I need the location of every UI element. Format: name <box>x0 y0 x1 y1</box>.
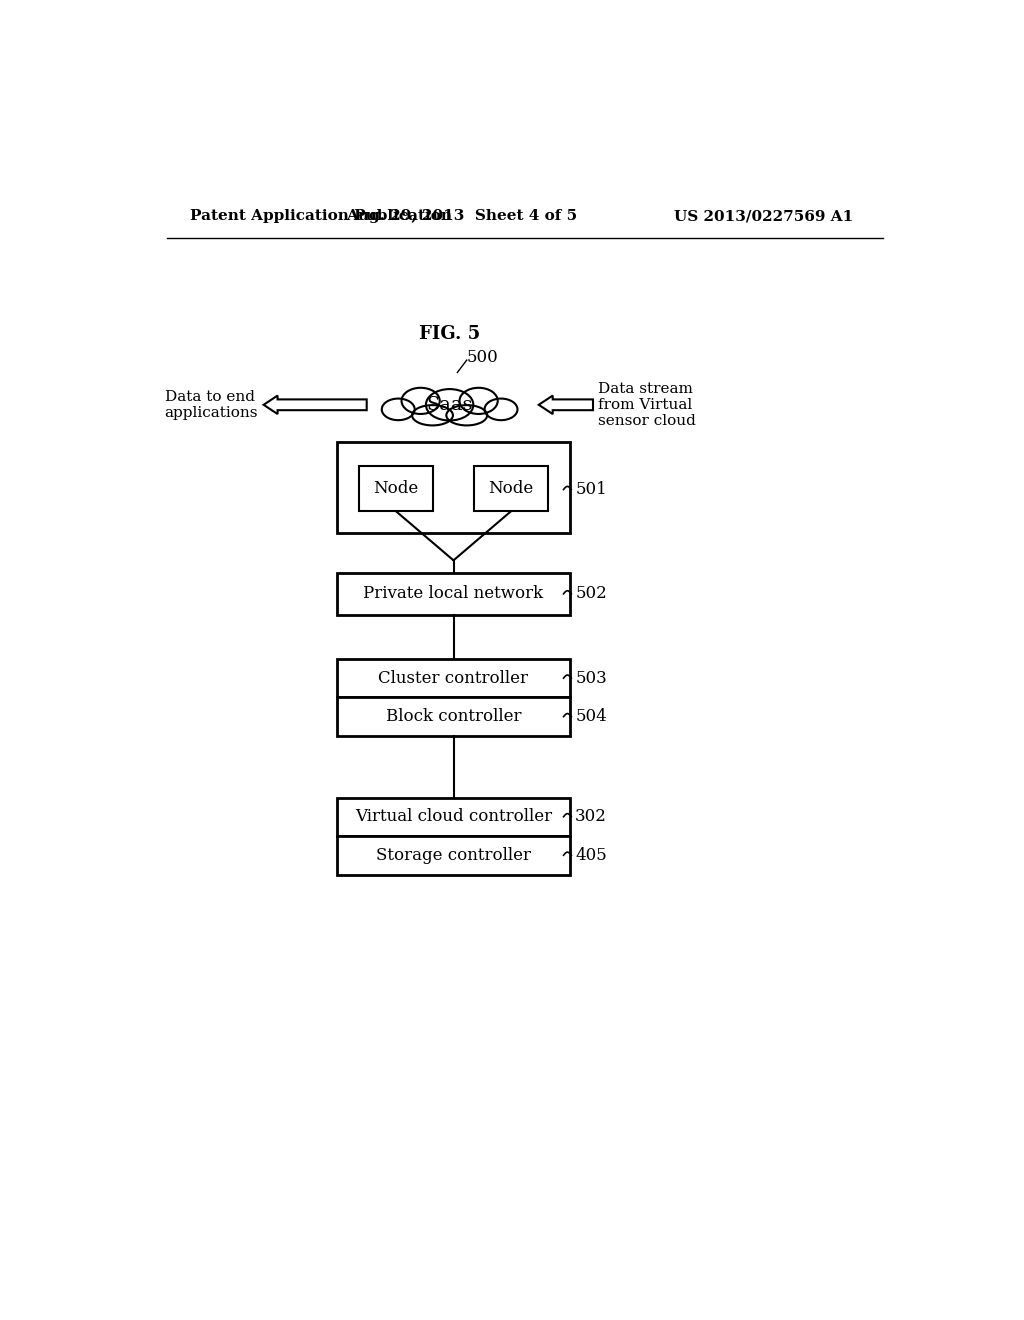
Ellipse shape <box>484 399 517 420</box>
Text: Block controller: Block controller <box>386 708 521 725</box>
Ellipse shape <box>460 388 498 414</box>
Text: Patent Application Publication: Patent Application Publication <box>190 209 452 223</box>
Bar <box>337 697 569 737</box>
Bar <box>474 466 548 511</box>
Text: Aug. 29, 2013  Sheet 4 of 5: Aug. 29, 2013 Sheet 4 of 5 <box>346 209 577 223</box>
Text: Virtual cloud controller: Virtual cloud controller <box>355 808 552 825</box>
Ellipse shape <box>446 405 487 425</box>
FancyArrow shape <box>539 396 593 414</box>
Text: Data stream
from Virtual
sensor cloud: Data stream from Virtual sensor cloud <box>598 381 696 428</box>
Ellipse shape <box>382 399 415 420</box>
Text: 504: 504 <box>575 708 607 725</box>
Bar <box>337 573 569 615</box>
Ellipse shape <box>401 388 439 414</box>
Text: Cluster controller: Cluster controller <box>379 669 528 686</box>
Ellipse shape <box>426 389 473 421</box>
Text: Storage controller: Storage controller <box>376 846 531 863</box>
Text: 502: 502 <box>575 585 607 602</box>
Text: 503: 503 <box>575 669 607 686</box>
Text: Saas: Saas <box>426 396 473 413</box>
Text: 500: 500 <box>467 348 499 366</box>
Text: 501: 501 <box>575 480 607 498</box>
Bar <box>359 466 432 511</box>
Text: FIG. 5: FIG. 5 <box>419 325 480 343</box>
Text: 302: 302 <box>575 808 607 825</box>
Text: Node: Node <box>488 480 534 498</box>
Bar <box>337 797 569 836</box>
Text: Data to end
applications: Data to end applications <box>165 389 258 420</box>
Bar <box>337 836 569 875</box>
Bar <box>337 659 569 697</box>
FancyArrow shape <box>263 396 367 414</box>
Text: Private local network: Private local network <box>364 585 544 602</box>
Text: Node: Node <box>373 480 419 498</box>
Text: 405: 405 <box>575 846 607 863</box>
Text: US 2013/0227569 A1: US 2013/0227569 A1 <box>674 209 853 223</box>
Bar <box>337 442 569 533</box>
Ellipse shape <box>412 405 453 425</box>
